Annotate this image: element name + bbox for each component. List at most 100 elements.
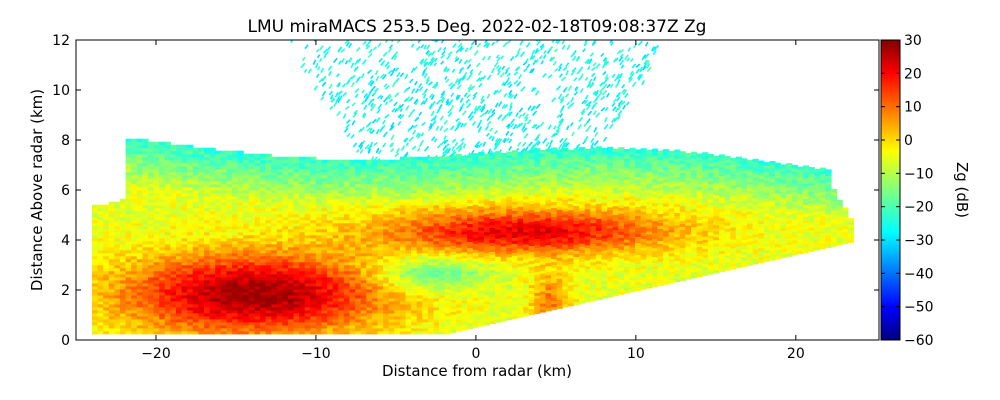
- echo-cell: [148, 153, 155, 158]
- echo-cell: [142, 192, 149, 197]
- echo-cell: [159, 258, 166, 263]
- echo-cell: [159, 237, 166, 242]
- echo-cell: [108, 285, 115, 290]
- echo-cell: [204, 324, 211, 329]
- echo-cell: [181, 264, 188, 269]
- echo-cell: [103, 213, 110, 218]
- echo-cell: [114, 288, 121, 293]
- echo-cell: [148, 276, 155, 281]
- echo-cell: [220, 264, 227, 269]
- echo-cell: [209, 162, 216, 167]
- echo-cell: [209, 174, 216, 179]
- noise-streak: [384, 61, 390, 68]
- echo-cell: [209, 285, 216, 290]
- noise-streak: [518, 122, 524, 128]
- noise-streak: [578, 116, 584, 123]
- noise-streak: [316, 73, 320, 78]
- noise-streak: [503, 137, 507, 144]
- echo-cell: [153, 204, 160, 209]
- noise-streak: [536, 40, 539, 42]
- noise-streak: [389, 71, 394, 77]
- noise-streak: [455, 94, 460, 100]
- echo-cell: [142, 237, 149, 242]
- noise-streak: [565, 62, 570, 68]
- echo-cell: [198, 189, 205, 194]
- echo-cell: [433, 156, 440, 161]
- echo-cell: [125, 282, 132, 287]
- noise-streak: [525, 41, 531, 48]
- noise-streak: [599, 81, 604, 87]
- echo-cell: [215, 183, 222, 188]
- echo-cell: [120, 234, 127, 239]
- echo-cell: [215, 177, 222, 182]
- echo-cell: [198, 222, 205, 227]
- echo-cell: [181, 201, 188, 206]
- echo-cell: [92, 291, 99, 296]
- echo-cell: [153, 165, 160, 170]
- echo-cell: [153, 282, 160, 287]
- noise-streak: [626, 57, 630, 62]
- noise-streak: [449, 83, 455, 90]
- echo-cell: [159, 192, 166, 197]
- echo-cell: [187, 162, 194, 167]
- echo-cell: [220, 315, 227, 320]
- echo-cell: [97, 216, 104, 221]
- noise-streak: [440, 92, 446, 99]
- noise-streak: [582, 139, 587, 145]
- echo-cell: [209, 243, 216, 248]
- echo-cell: [148, 318, 155, 323]
- echo-cell: [153, 168, 160, 173]
- echo-cell: [170, 282, 177, 287]
- echo-cell: [125, 183, 132, 188]
- echo-cell: [181, 297, 188, 302]
- echo-cell: [153, 294, 160, 299]
- noise-streak: [414, 116, 419, 122]
- noise-streak: [387, 47, 393, 53]
- echo-cell: [198, 249, 205, 254]
- echo-cell: [170, 297, 177, 302]
- echo-cell: [92, 261, 99, 266]
- echo-cell: [97, 279, 104, 284]
- noise-streak: [510, 118, 516, 125]
- noise-streak: [335, 96, 340, 103]
- echo-cell: [153, 327, 160, 332]
- echo-cell: [187, 258, 194, 263]
- echo-cell: [159, 234, 166, 239]
- echo-cell: [103, 282, 110, 287]
- echo-cell: [153, 321, 160, 326]
- echo-cell: [114, 291, 121, 296]
- echo-cell: [181, 324, 188, 329]
- noise-streak: [369, 98, 374, 104]
- echo-cell: [198, 300, 205, 305]
- noise-streak: [441, 97, 446, 104]
- echo-cell: [103, 216, 110, 221]
- echo-cell: [204, 183, 211, 188]
- echo-cell: [136, 309, 143, 314]
- echo-cell: [148, 294, 155, 299]
- echo-cell: [164, 201, 171, 206]
- echo-cell: [103, 255, 110, 260]
- echo-cell: [159, 201, 166, 206]
- echo-cell: [170, 177, 177, 182]
- echo-cell: [170, 207, 177, 212]
- echo-cell: [433, 270, 440, 275]
- noise-streak: [352, 112, 358, 118]
- echo-cell: [142, 177, 149, 182]
- echo-cell: [170, 303, 177, 308]
- echo-cell: [136, 294, 143, 299]
- echo-cell: [159, 282, 166, 287]
- echo-cell: [220, 321, 227, 326]
- echo-cell: [215, 243, 222, 248]
- echo-cell: [215, 327, 222, 332]
- noise-streak: [559, 96, 565, 102]
- echo-cell: [136, 147, 143, 152]
- echo-cell: [97, 213, 104, 218]
- echo-cell: [142, 150, 149, 155]
- noise-streak: [524, 116, 529, 122]
- echo-cell: [153, 249, 160, 254]
- echo-cell: [148, 297, 155, 302]
- noise-streak: [580, 108, 586, 114]
- noise-streak: [422, 93, 427, 99]
- echo-cell: [103, 300, 110, 305]
- noise-streak: [479, 112, 485, 118]
